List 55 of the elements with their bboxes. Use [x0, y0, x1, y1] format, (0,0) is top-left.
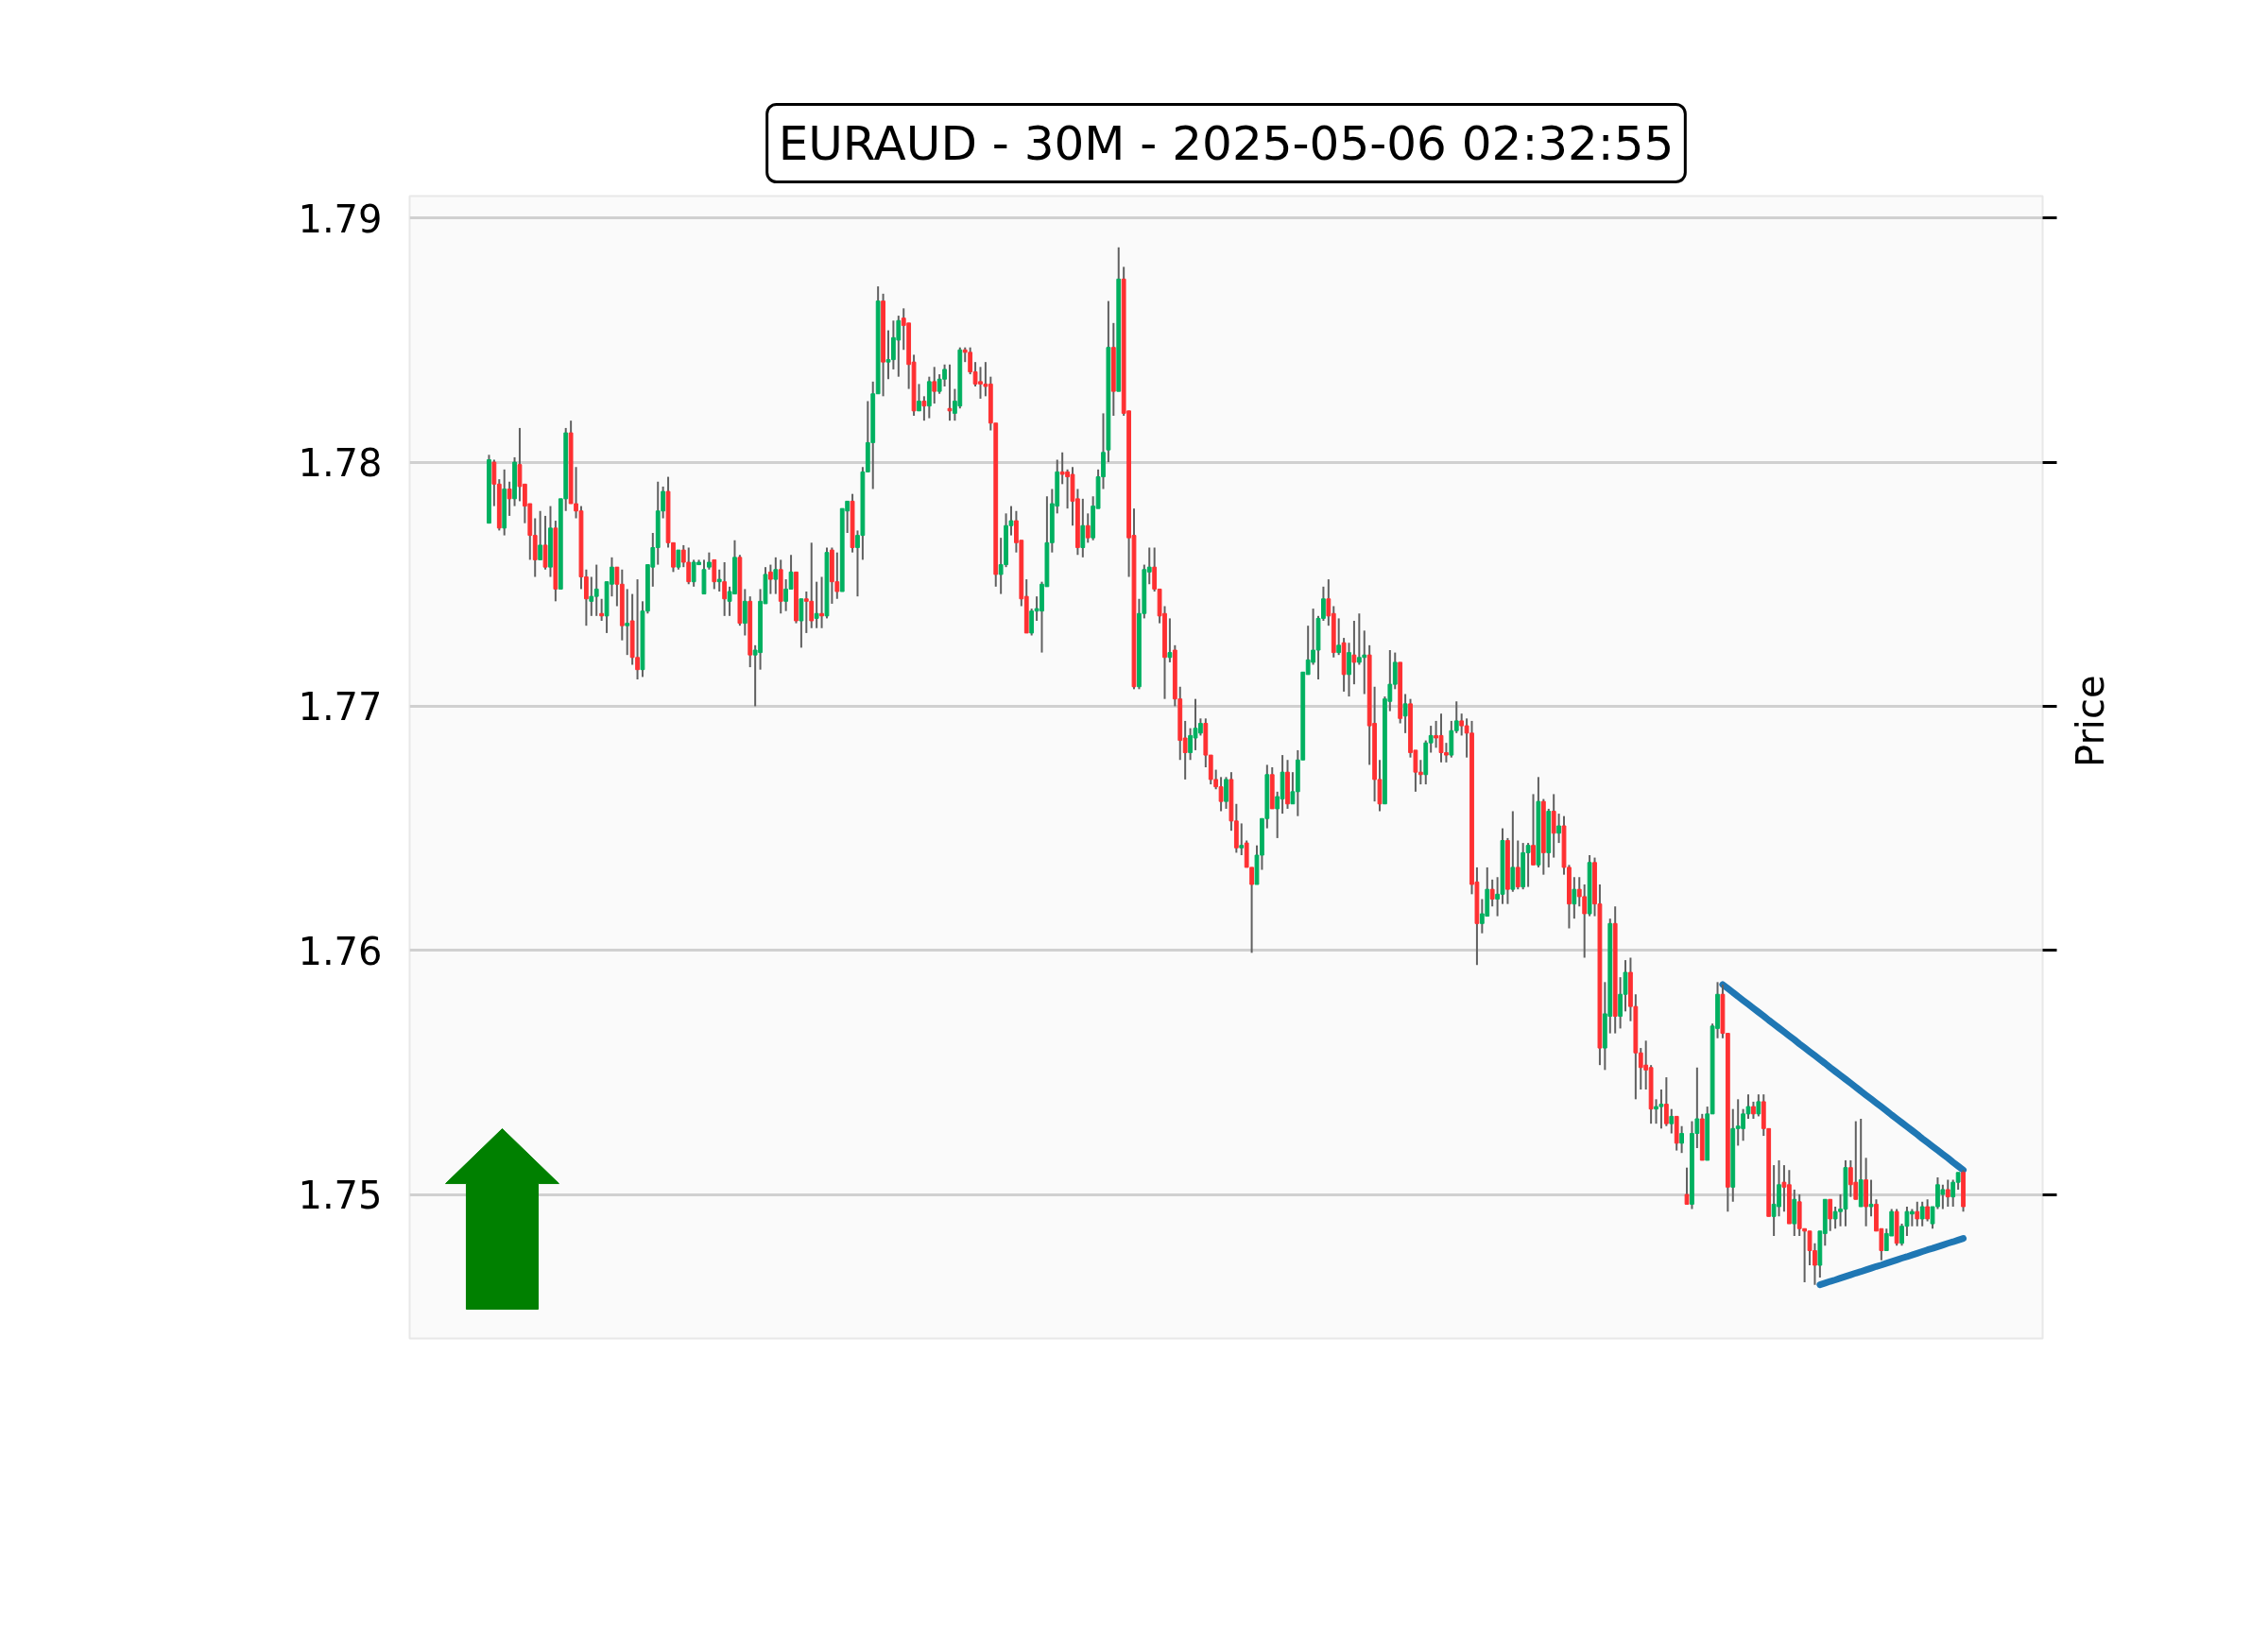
chart-title: EURAUD - 30M - 2025-05-06 02:32:55 [778, 115, 1675, 171]
candlestick [1572, 876, 1577, 920]
candlestick [1224, 776, 1228, 810]
candlestick [799, 597, 804, 649]
candlestick [1402, 693, 1408, 734]
y-axis-title: Price [2068, 675, 2112, 767]
candlestick [716, 568, 722, 592]
candlestick [921, 395, 927, 422]
candlestick [712, 558, 717, 591]
candlestick [1945, 1178, 1950, 1208]
candlestick [1663, 1076, 1669, 1127]
candlestick [932, 366, 937, 405]
y-tick-label: 1.75 [298, 1174, 383, 1218]
candlestick [1919, 1200, 1925, 1227]
y-tick-label: 1.77 [298, 685, 383, 729]
candlestick [1510, 810, 1516, 893]
candlestick [1751, 1100, 1756, 1120]
candlestick [1756, 1093, 1761, 1118]
candlestick [1489, 878, 1495, 908]
candlestick [706, 551, 712, 571]
candlestick [538, 509, 543, 561]
candlestick [768, 563, 773, 595]
candlestick [1085, 512, 1091, 544]
candlestick [1515, 839, 1521, 891]
y-tick-label: 1.79 [298, 197, 383, 241]
candlestick [1556, 813, 1561, 845]
candlestick [507, 480, 512, 517]
candlestick [947, 363, 953, 422]
candlestick [1828, 1198, 1833, 1232]
candlestick [819, 575, 824, 629]
candlestick [1679, 1124, 1684, 1155]
candlestick [1336, 617, 1342, 657]
candlestick [1239, 822, 1245, 856]
y-tick-label: 1.78 [298, 441, 383, 486]
candlestick [1684, 1166, 1690, 1206]
candlestick [1531, 793, 1536, 866]
candlestick [1551, 793, 1556, 859]
y-tick-label: 1.76 [298, 929, 383, 973]
candlestick [542, 514, 548, 571]
candlestick [814, 580, 819, 629]
candlestick [1925, 1198, 1931, 1223]
candlestick [1080, 497, 1086, 558]
candlestick [676, 549, 681, 571]
candlestick [1868, 1178, 1874, 1218]
candlestick [917, 383, 921, 412]
candlestick [1669, 1107, 1675, 1135]
candlestick [1167, 617, 1173, 663]
candlestick [773, 556, 779, 595]
candlestick [599, 597, 605, 622]
candlestick [722, 561, 728, 617]
candlestick [742, 588, 747, 637]
candlestick [1915, 1200, 1920, 1227]
candlestick [625, 588, 630, 657]
candlestick [1347, 642, 1351, 698]
candlestick [1351, 620, 1357, 686]
